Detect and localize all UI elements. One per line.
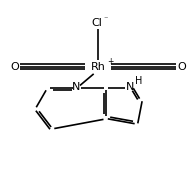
Text: Rh: Rh [91, 62, 105, 72]
Text: Cl: Cl [91, 18, 102, 28]
Text: O: O [10, 62, 19, 72]
Text: N: N [72, 82, 81, 92]
Text: N: N [126, 82, 134, 92]
Text: H: H [135, 76, 142, 86]
Text: ⁻: ⁻ [103, 14, 108, 23]
Text: +: + [107, 57, 113, 66]
Text: O: O [177, 62, 186, 72]
